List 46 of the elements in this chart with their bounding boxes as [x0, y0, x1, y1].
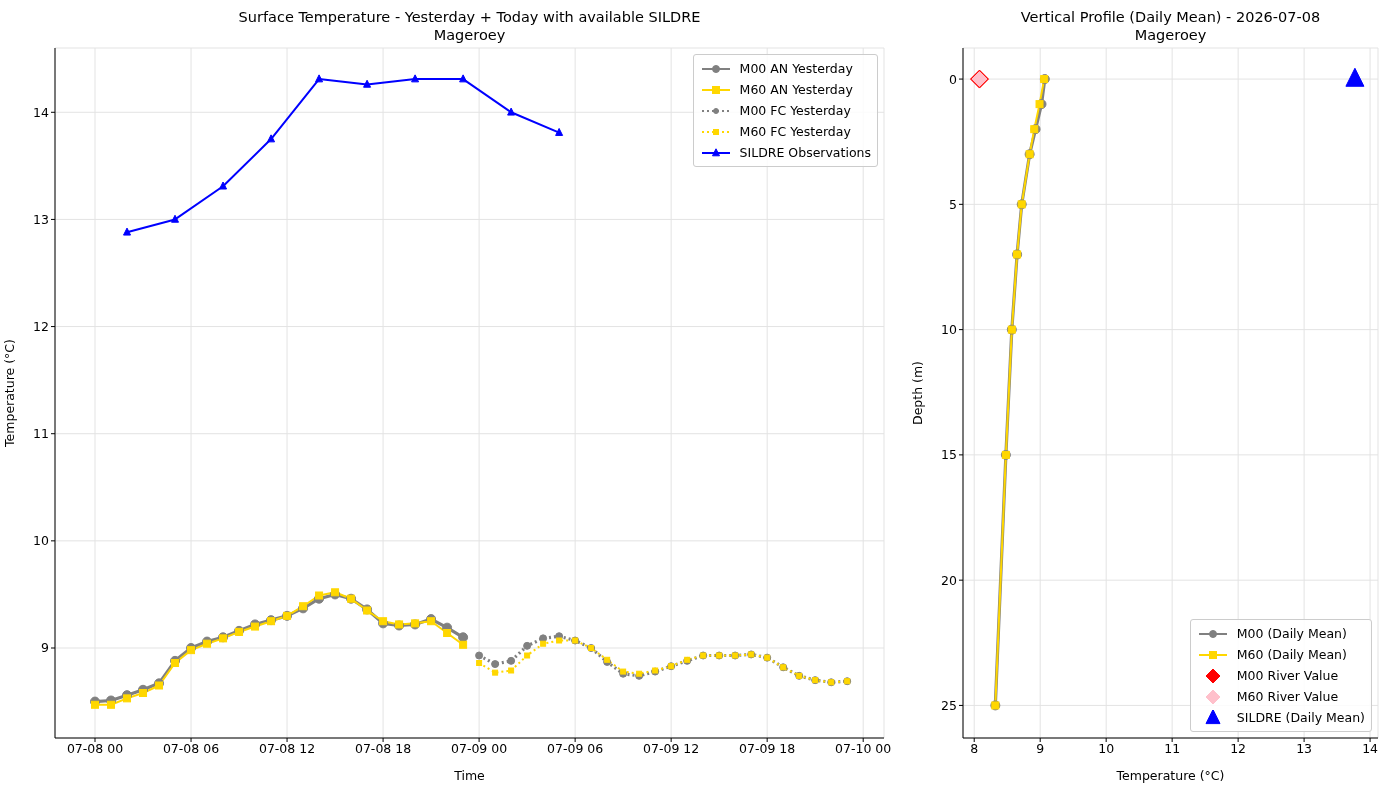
- y-tick-label: 9: [41, 640, 50, 656]
- chart-subtitle: Mageroey: [432, 26, 507, 44]
- x-tick-label: 07-08 00: [66, 740, 124, 756]
- legend-label: M00 (Daily Mean): [1236, 625, 1347, 643]
- x-tick-label: 12: [1230, 740, 1247, 756]
- y-tick-label: 20: [941, 572, 958, 588]
- y-tick-label: 10: [941, 322, 958, 338]
- x-tick-label: 07-09 06: [547, 740, 604, 756]
- y-tick-label: 0: [949, 71, 958, 87]
- x-tick-label: 07-08 12: [258, 740, 316, 756]
- y-axis-title: Temperature (°C): [2, 339, 18, 448]
- x-tick-label: 07-10 00: [835, 740, 892, 756]
- y-tick-label: 25: [941, 697, 957, 713]
- x-tick-label: 07-09 12: [643, 740, 700, 756]
- x-tick-label: 10: [1098, 740, 1115, 756]
- x-tick-label: 07-08 06: [162, 740, 220, 756]
- legend-label: M00 FC Yesterday: [739, 102, 851, 120]
- chart-subtitle: Mageroey: [1133, 26, 1208, 44]
- legend-label: M60 FC Yesterday: [739, 123, 851, 141]
- legend-label: M60 River Value: [1236, 688, 1339, 706]
- y-tick-label: 11: [33, 426, 49, 442]
- legend-label: SILDRE Observations: [739, 144, 871, 162]
- x-axis-title: Temperature (°C): [1115, 768, 1225, 783]
- x-tick-label: 07-09 00: [451, 740, 508, 756]
- x-tick-label: 8: [970, 740, 979, 756]
- legend-label: M00 AN Yesterday: [739, 60, 853, 78]
- y-axis-title: Depth (m): [910, 361, 926, 425]
- legend-label: M00 River Value: [1236, 667, 1339, 685]
- y-tick-label: 12: [33, 319, 49, 335]
- y-tick-label: 10: [33, 533, 50, 549]
- y-tick-label: 13: [33, 211, 49, 227]
- x-tick-label: 14: [1362, 740, 1379, 756]
- chart-title: Surface Temperature - Yesterday + Today with available SILDRE: [237, 8, 702, 26]
- x-tick-label: 07-09 18: [739, 740, 796, 756]
- y-tick-label: 14: [33, 104, 50, 120]
- y-tick-label: 5: [949, 196, 957, 212]
- legend-label: M60 (Daily Mean): [1236, 646, 1347, 664]
- x-tick-label: 11: [1164, 740, 1181, 756]
- x-tick-label: 9: [1036, 740, 1045, 756]
- x-axis-title: Time: [453, 768, 486, 783]
- chart-title: Vertical Profile (Daily Mean) - 2026-07-08: [1019, 8, 1322, 26]
- x-tick-label: 13: [1296, 740, 1313, 756]
- x-tick-label: 07-08 18: [354, 740, 412, 756]
- legend-label: SILDRE (Daily Mean): [1236, 709, 1365, 727]
- legend-label: M60 AN Yesterday: [739, 81, 853, 99]
- y-tick-label: 15: [941, 447, 957, 463]
